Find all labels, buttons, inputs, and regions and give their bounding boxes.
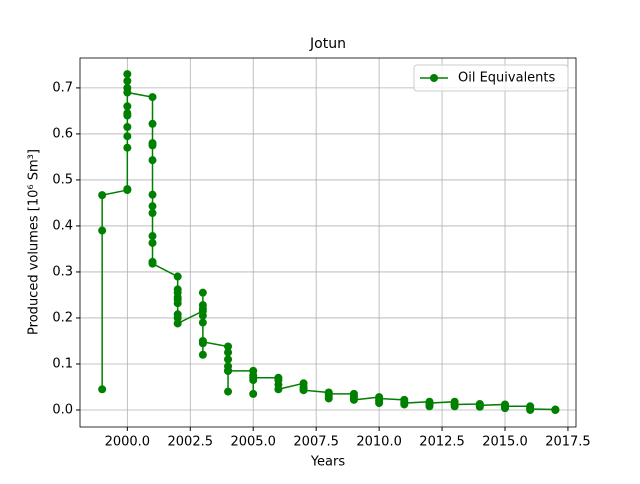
- x-tick-label: 2010.0: [356, 435, 402, 450]
- point: [198, 318, 207, 327]
- point: [198, 311, 207, 320]
- x-tick-label: 2007.5: [293, 435, 339, 450]
- point: [299, 386, 308, 395]
- point: [198, 350, 207, 359]
- point: [400, 399, 409, 408]
- point: [198, 304, 207, 313]
- point: [425, 399, 434, 408]
- point: [148, 190, 157, 199]
- point: [123, 102, 132, 111]
- x-tick-label: 2015.0: [482, 435, 528, 450]
- point: [324, 389, 333, 398]
- legend-marker: [430, 74, 438, 82]
- legend-label: Oil Equivalents: [458, 71, 556, 86]
- legend-box: [413, 64, 569, 92]
- point: [551, 405, 560, 414]
- y-tick-label: 0.3: [52, 264, 73, 279]
- point: [173, 313, 182, 322]
- chart-title: Jotun: [309, 36, 346, 52]
- point: [148, 156, 157, 165]
- point: [123, 185, 132, 194]
- y-tick-label: 0.5: [52, 172, 73, 187]
- point: [274, 385, 283, 394]
- plot-frame: [79, 57, 577, 428]
- point: [173, 319, 182, 328]
- point: [123, 123, 132, 132]
- y-axis-label: Produced volumes [10⁶ Sm³]: [27, 149, 42, 335]
- point: [249, 389, 258, 398]
- point: [224, 387, 233, 396]
- point: [123, 70, 132, 79]
- point: [224, 355, 233, 364]
- point: [148, 93, 157, 102]
- y-tick-label: 0.2: [52, 310, 73, 325]
- point: [123, 77, 132, 86]
- point: [123, 111, 132, 120]
- x-tick-label: 2017.5: [545, 435, 591, 450]
- point: [526, 405, 535, 414]
- y-tick-label: 0.4: [52, 218, 73, 233]
- point: [148, 202, 157, 211]
- point: [198, 288, 207, 297]
- point: [500, 402, 509, 411]
- point: [198, 337, 207, 346]
- point: [224, 366, 233, 375]
- x-tick-label: 2012.5: [419, 435, 465, 450]
- point: [123, 88, 132, 97]
- point: [375, 394, 384, 403]
- point: [224, 348, 233, 357]
- point: [349, 395, 358, 404]
- point: [148, 238, 157, 247]
- point: [224, 342, 233, 351]
- x-tick-label: 2005.0: [230, 435, 276, 450]
- point: [148, 119, 157, 128]
- y-tick-label: 0.6: [52, 126, 73, 141]
- point: [123, 132, 132, 141]
- x-axis-label: Years: [310, 455, 346, 470]
- point: [98, 191, 107, 200]
- point: [475, 401, 484, 410]
- point: [173, 299, 182, 308]
- y-tick-label: 0.7: [52, 80, 73, 95]
- point: [98, 226, 107, 235]
- point: [123, 143, 132, 152]
- point: [148, 232, 157, 241]
- point: [148, 259, 157, 268]
- y-tick-label: 0.1: [52, 356, 73, 371]
- point: [148, 141, 157, 150]
- point: [249, 373, 258, 382]
- y-tick-label: 0.0: [52, 402, 73, 417]
- point: [98, 385, 107, 394]
- x-tick-label: 2000.0: [105, 435, 151, 450]
- point: [450, 400, 459, 409]
- x-tick-label: 2002.5: [168, 435, 214, 450]
- point: [173, 272, 182, 281]
- point: [148, 209, 157, 218]
- series-line: [101, 74, 557, 411]
